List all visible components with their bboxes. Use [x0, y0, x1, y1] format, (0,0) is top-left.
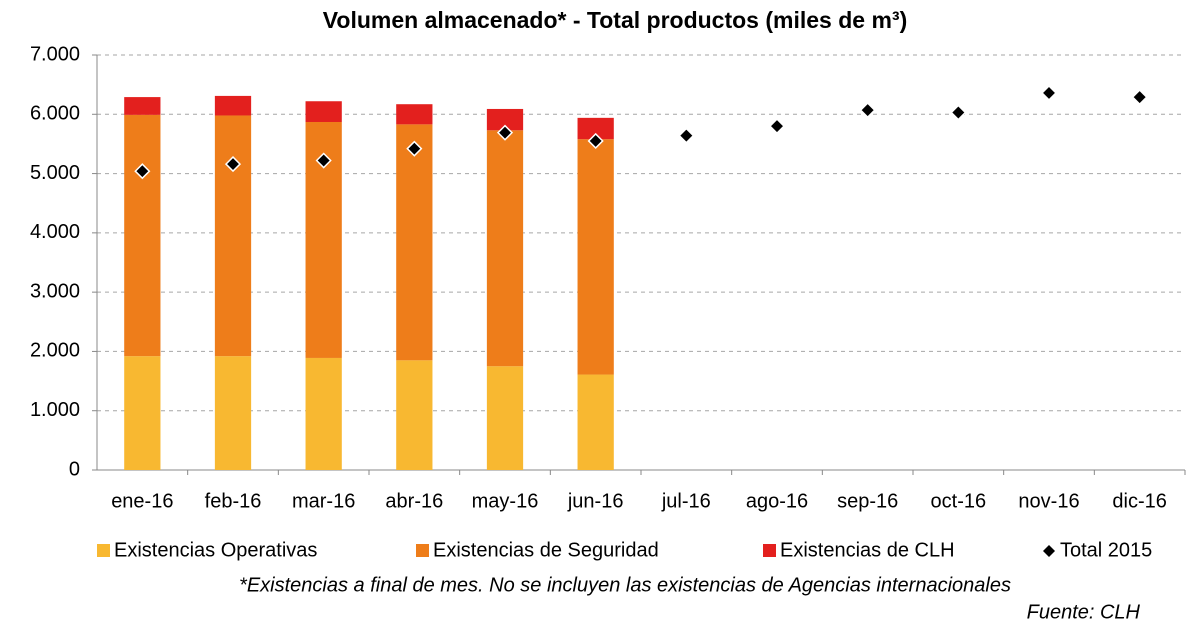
marker — [678, 127, 695, 144]
x-tick-label: sep-16 — [837, 490, 898, 512]
bar-segment — [486, 130, 524, 367]
x-tick-label: nov-16 — [1018, 490, 1079, 512]
marker — [224, 156, 242, 173]
marker — [950, 104, 967, 121]
legend-swatch — [763, 544, 776, 557]
bar-segment — [305, 357, 342, 470]
bar-segment — [124, 114, 161, 357]
bar-segment — [214, 115, 252, 357]
y-tick-label: 7.000 — [30, 43, 80, 65]
bar-segment — [486, 108, 524, 131]
marker — [1040, 84, 1058, 102]
bar-segment — [577, 139, 614, 375]
marker — [768, 118, 786, 135]
x-tick-label: oct-16 — [931, 490, 987, 512]
bar-segment — [396, 360, 433, 470]
legend-label: Existencias Operativas — [114, 539, 317, 561]
bar-segment — [486, 366, 524, 470]
marker — [406, 140, 423, 157]
x-tick-label: dic-16 — [1112, 490, 1166, 512]
bar-segment — [396, 124, 433, 361]
legend-swatch — [416, 544, 429, 557]
x-tick-label: jun-16 — [567, 490, 624, 512]
y-tick-label: 1.000 — [30, 399, 80, 421]
bar-segment — [124, 356, 161, 470]
marker — [134, 163, 151, 180]
y-tick-label: 6.000 — [30, 103, 80, 125]
marker — [859, 102, 876, 119]
x-tick-label: ago-16 — [746, 490, 808, 512]
y-tick-label: 4.000 — [30, 221, 80, 243]
x-tick-label: may-16 — [472, 490, 539, 512]
y-tick-label: 2.000 — [30, 340, 80, 362]
marker — [315, 152, 332, 169]
x-tick-label: abr-16 — [385, 490, 443, 512]
y-tick-label: 0 — [69, 458, 80, 480]
legend-label: Existencias de CLH — [780, 539, 955, 561]
y-tick-label: 5.000 — [30, 162, 80, 184]
marker — [1131, 89, 1148, 106]
x-tick-label: feb-16 — [205, 490, 262, 512]
x-tick-label: ene-16 — [111, 490, 173, 512]
y-tick-label: 3.000 — [30, 280, 80, 302]
x-tick-label: jul-16 — [661, 490, 711, 512]
legend-label: Existencias de Seguridad — [433, 539, 659, 561]
bar-segment — [577, 374, 614, 470]
marker — [587, 132, 604, 150]
bar-segment — [577, 117, 614, 140]
legend-swatch — [97, 544, 110, 557]
chart-title: Volumen almacenado* - Total productos (m… — [323, 7, 907, 33]
legend-label: Total 2015 — [1060, 539, 1152, 561]
bar-segment — [305, 101, 342, 122]
footnote: *Existencias a final de mes. No se inclu… — [239, 574, 1011, 596]
bar-segment — [124, 97, 161, 115]
source: Fuente: CLH — [1027, 601, 1141, 623]
marker — [496, 124, 514, 141]
legend-swatch — [1043, 545, 1055, 557]
x-tick-label: mar-16 — [292, 490, 355, 512]
bar-segment — [214, 356, 252, 470]
bar-segment — [214, 95, 252, 116]
bar-segment — [396, 104, 433, 125]
